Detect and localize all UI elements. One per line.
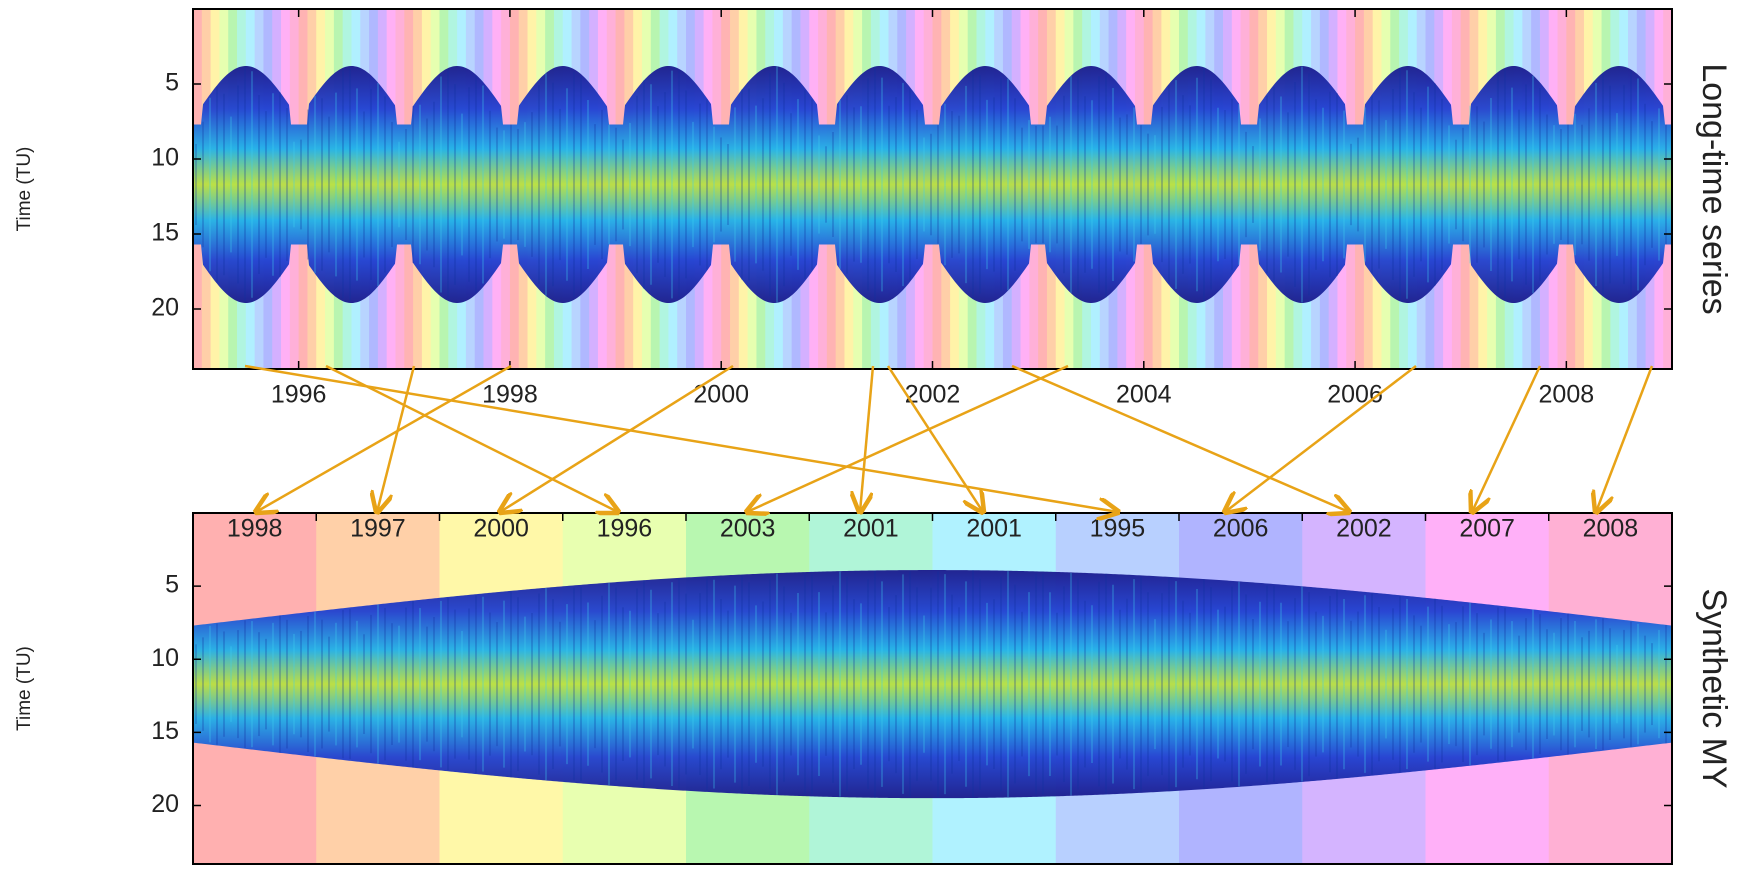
figure: 1996 1998 2000 2002 2004 2006 2008 5 10 15 20 Time … — [0, 0, 1754, 866]
category-label: 2000 — [473, 515, 529, 543]
mapping-arrow — [245, 366, 1118, 512]
mapping-arrow — [1596, 366, 1652, 512]
category-label: 1996 — [597, 515, 653, 543]
category-label: 2007 — [1459, 515, 1515, 543]
category-label: 1997 — [350, 515, 406, 543]
plot-area — [193, 513, 1673, 864]
x-tick-label: 1996 — [271, 381, 327, 409]
y-tick-label: 20 — [151, 790, 179, 818]
x-tick-label: 1998 — [482, 381, 538, 409]
y-tick-label: 15 — [151, 219, 179, 247]
plot-area — [193, 9, 1673, 369]
x-tick-label: 2004 — [1116, 381, 1172, 409]
category-label: 1995 — [1090, 515, 1146, 543]
mapping-arrow — [860, 366, 873, 512]
category-label: 1998 — [227, 515, 283, 543]
category-label: 2001 — [966, 515, 1022, 543]
category-label: 2003 — [720, 515, 776, 543]
x-tick-label: 2006 — [1327, 381, 1383, 409]
mapping-arrow — [1012, 366, 1349, 512]
y-tick-label: 20 — [151, 294, 179, 322]
mapping-arrow — [1225, 366, 1416, 512]
mapping-arrow — [1472, 366, 1540, 512]
panel-title: Synthetic MY — [1695, 588, 1733, 788]
panel-title: Long-time series — [1695, 63, 1733, 314]
category-label: 2002 — [1336, 515, 1392, 543]
y-tick-label: 5 — [165, 571, 179, 599]
y-tick-label: 5 — [165, 69, 179, 97]
y-tick-label: 15 — [151, 717, 179, 745]
category-label: 2001 — [843, 515, 899, 543]
y-tick-label: 10 — [151, 144, 179, 172]
category-label: 2006 — [1213, 515, 1269, 543]
category-label: 2008 — [1583, 515, 1639, 543]
x-tick-label: 2008 — [1539, 381, 1595, 409]
y-axis-label: Time (TU) — [14, 147, 35, 232]
y-axis-label: Time (TU) — [14, 646, 35, 731]
y-tick-label: 10 — [151, 644, 179, 672]
